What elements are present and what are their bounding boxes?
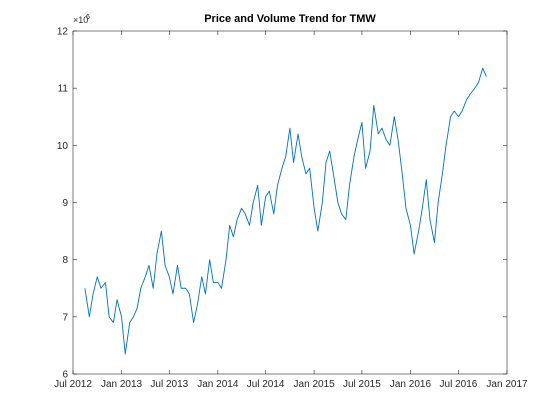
x-axis: Jul 2012 Jan 2013 Jul 2013 Jan 2014 Jul 2014… xyxy=(54,31,528,390)
x-tick-label: Jul 2013 xyxy=(150,379,188,390)
x-tick-label: Jul 2012 xyxy=(54,379,92,390)
x-tick-label: Jan 2015 xyxy=(294,379,336,390)
x-tick-label: Jan 2013 xyxy=(101,379,143,390)
y-tick-label: 7 xyxy=(62,312,68,323)
price-volume-line xyxy=(84,67,487,355)
x-tick-label: Jul 2014 xyxy=(247,379,285,390)
plot-area xyxy=(72,30,508,375)
y-tick-label: 8 xyxy=(62,255,68,266)
y-axis-exponent: ×10 6 xyxy=(73,14,90,25)
y-tick-label: 9 xyxy=(62,198,68,209)
chart-title: Price and Volume Trend for TMW xyxy=(204,13,376,25)
y-tick-label: 12 xyxy=(57,27,69,38)
x-tick-label: Jan 2016 xyxy=(390,379,432,390)
x-tick-label: Jul 2016 xyxy=(440,379,478,390)
y-tick-label: 10 xyxy=(57,141,69,152)
y-tick-label: 6 xyxy=(62,370,68,381)
y-exponent-power: 6 xyxy=(86,14,90,21)
y-tick-label: 11 xyxy=(58,84,69,95)
x-tick-label: Jul 2015 xyxy=(343,379,381,390)
y-exponent-base: ×10 xyxy=(73,15,88,25)
x-tick-label: Jan 2017 xyxy=(486,379,528,390)
y-axis: 6 7 8 9 10 11 12 xyxy=(57,27,507,381)
x-tick-label: Jan 2014 xyxy=(197,379,239,390)
